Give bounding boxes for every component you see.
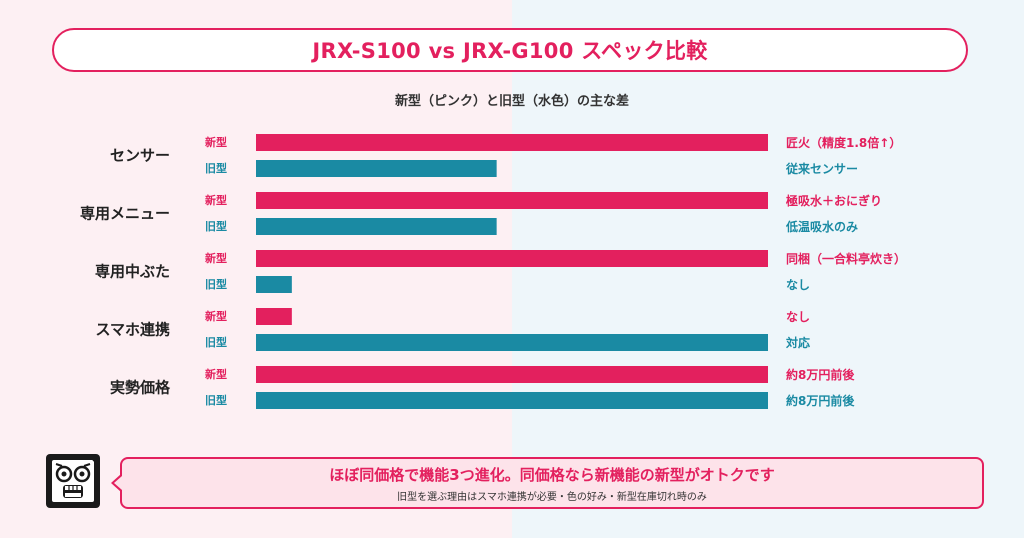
bar-new	[256, 250, 768, 267]
value-label-old: なし	[786, 278, 810, 292]
series-tag-new: 新型	[205, 367, 227, 381]
value-label-new: 極吸水＋おにぎり	[786, 193, 882, 208]
category-label: スマホ連携	[95, 321, 170, 339]
series-tag-new: 新型	[205, 251, 227, 265]
value-label-old: 低温吸水のみ	[785, 219, 858, 234]
series-tag-old: 旧型	[205, 277, 227, 291]
value-label-old: 対応	[785, 335, 810, 350]
bar-new	[256, 366, 768, 383]
chart-subtitle: 新型（ピンク）と旧型（水色）の主な差	[394, 94, 629, 109]
bar-old	[256, 218, 497, 235]
series-tag-old: 旧型	[205, 393, 227, 407]
callout-box: ほぼ同価格で機能3つ進化。同価格なら新機能の新型がオトクです 旧型を選ぶ理由はス…	[120, 457, 984, 509]
bar-new	[256, 192, 768, 209]
category-label: 専用中ぶた	[95, 263, 170, 281]
bar-old	[256, 276, 292, 293]
value-label-new: 約8万円前後	[786, 367, 855, 382]
title-box: JRX-S100 vs JRX-G100 スペック比較	[52, 28, 968, 72]
series-tag-new: 新型	[205, 135, 227, 149]
category-label: 実勢価格	[110, 379, 171, 397]
category-label: センサー	[110, 147, 170, 165]
series-tag-old: 旧型	[205, 219, 227, 233]
value-label-old: 従来センサー	[785, 161, 858, 176]
value-label-new: 同梱（一合料亭炊き）	[786, 251, 906, 266]
category-label: 専用メニュー	[80, 205, 170, 223]
callout-sub-text: 旧型を選ぶ理由はスマホ連携が必要・色の好み・新型在庫切れ時のみ	[397, 492, 707, 503]
bar-new	[256, 308, 292, 325]
callout-tail-inner	[114, 476, 122, 490]
series-tag-new: 新型	[205, 309, 227, 323]
bar-old	[256, 392, 768, 409]
value-label-new: なし	[786, 310, 810, 324]
bar-chart: センサー新型旧型匠火（精度1.8倍↑）従来センサー専用メニュー新型旧型極吸水＋お…	[80, 134, 906, 409]
series-tag-old: 旧型	[205, 161, 227, 175]
bar-old	[256, 160, 497, 177]
bar-new	[256, 134, 768, 151]
shocked-face-icon	[44, 452, 102, 510]
value-label-new: 匠火（精度1.8倍↑）	[786, 135, 901, 150]
bar-old	[256, 334, 768, 351]
chart-title: JRX-S100 vs JRX-G100 スペック比較	[312, 39, 708, 63]
series-tag-old: 旧型	[205, 335, 227, 349]
value-label-old: 約8万円前後	[786, 393, 855, 408]
callout-main-text: ほぼ同価格で機能3つ進化。同価格なら新機能の新型がオトクです	[329, 466, 775, 484]
series-tag-new: 新型	[205, 193, 227, 207]
